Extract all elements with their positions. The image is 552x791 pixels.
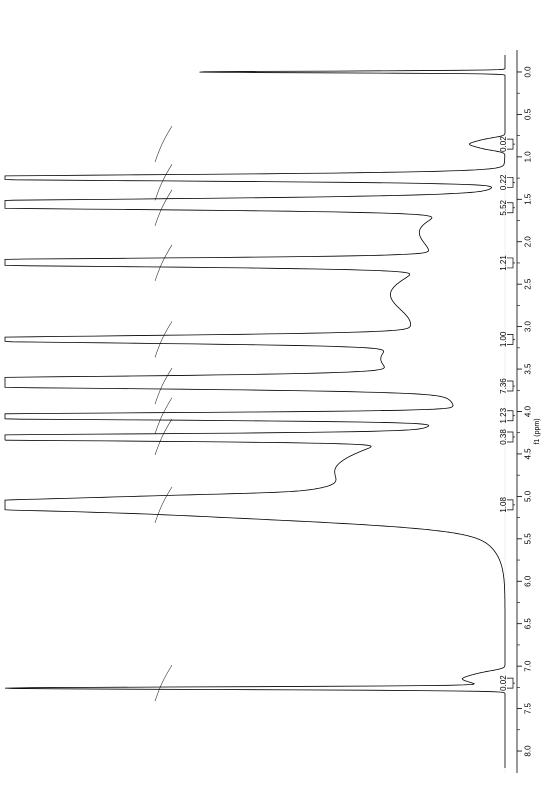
svg-text:2.0: 2.0 bbox=[524, 236, 533, 248]
svg-text:6.5: 6.5 bbox=[524, 618, 533, 630]
svg-text:7.36: 7.36 bbox=[499, 378, 508, 394]
svg-text:0.38: 0.38 bbox=[499, 429, 508, 445]
svg-text:5.0: 5.0 bbox=[524, 490, 533, 502]
svg-text:0.02: 0.02 bbox=[499, 136, 508, 152]
svg-text:4.0: 4.0 bbox=[524, 405, 533, 417]
svg-text:1.21: 1.21 bbox=[499, 255, 508, 271]
svg-text:1.00: 1.00 bbox=[499, 331, 508, 347]
svg-text:1.0: 1.0 bbox=[524, 151, 533, 163]
svg-text:4.5: 4.5 bbox=[524, 448, 533, 460]
svg-text:1.5: 1.5 bbox=[524, 193, 533, 205]
svg-text:f1 (ppm): f1 (ppm) bbox=[534, 418, 541, 444]
svg-text:1.23: 1.23 bbox=[499, 407, 508, 423]
svg-text:0.02: 0.02 bbox=[499, 675, 508, 691]
svg-text:3.5: 3.5 bbox=[524, 363, 533, 375]
svg-text:0.0: 0.0 bbox=[524, 66, 533, 78]
svg-text:1.08: 1.08 bbox=[499, 497, 508, 513]
svg-text:7.5: 7.5 bbox=[524, 702, 533, 714]
svg-text:6.0: 6.0 bbox=[524, 575, 533, 587]
svg-text:0.22: 0.22 bbox=[499, 174, 508, 190]
svg-text:5.52: 5.52 bbox=[499, 199, 508, 215]
svg-text:2.5: 2.5 bbox=[524, 278, 533, 290]
svg-text:3.0: 3.0 bbox=[524, 321, 533, 333]
svg-text:8.0: 8.0 bbox=[524, 745, 533, 757]
svg-text:5.5: 5.5 bbox=[524, 533, 533, 545]
nmr-spectrum-chart: 0.0 0.5 1.0 1.5 2.0 2.5 3.0 3.5 4.0 4.5 5.0 5.5 6.0 6… bbox=[0, 0, 552, 791]
svg-text:0.5: 0.5 bbox=[524, 108, 533, 120]
svg-text:7.0: 7.0 bbox=[524, 660, 533, 672]
spectrum-svg: 0.0 0.5 1.0 1.5 2.0 2.5 3.0 3.5 4.0 4.5 5.0 5.5 6.0 6… bbox=[0, 0, 552, 791]
